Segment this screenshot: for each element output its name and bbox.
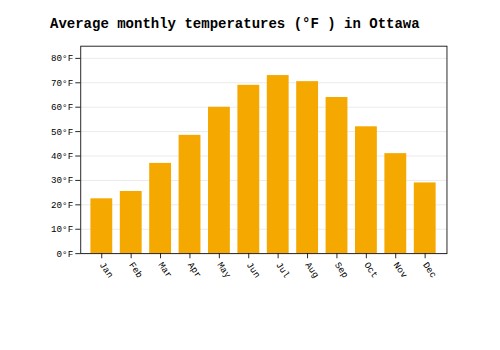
svg-text:40°F: 40°F	[51, 151, 73, 162]
svg-text:Jul: Jul	[273, 260, 292, 280]
svg-text:Feb: Feb	[126, 260, 145, 280]
svg-text:30°F: 30°F	[51, 175, 73, 186]
svg-text:Sep: Sep	[332, 260, 351, 280]
svg-text:50°F: 50°F	[51, 127, 73, 138]
svg-text:Jan: Jan	[97, 260, 116, 280]
html-text:Average monthly temperatures (: Average monthly temperatures (°F ) in Ot…	[50, 16, 420, 32]
svg-text:Aug: Aug	[303, 260, 322, 280]
svg-text:Nov: Nov	[391, 260, 410, 280]
svg-text:Mar: Mar	[156, 260, 175, 280]
svg-text:60°F: 60°F	[51, 102, 73, 113]
svg-text:May: May	[214, 260, 233, 280]
svg-text:Dec: Dec	[420, 260, 439, 280]
svg-text:20°F: 20°F	[51, 200, 73, 211]
svg-text:10°F: 10°F	[51, 224, 73, 235]
svg-text:70°F: 70°F	[51, 78, 73, 89]
svg-text:80°F: 80°F	[51, 53, 73, 64]
svg-text:Jun: Jun	[244, 260, 263, 280]
svg-text:0°F: 0°F	[57, 249, 74, 260]
svg-text:Apr: Apr	[185, 260, 204, 280]
svg-text:Oct: Oct	[361, 260, 380, 280]
